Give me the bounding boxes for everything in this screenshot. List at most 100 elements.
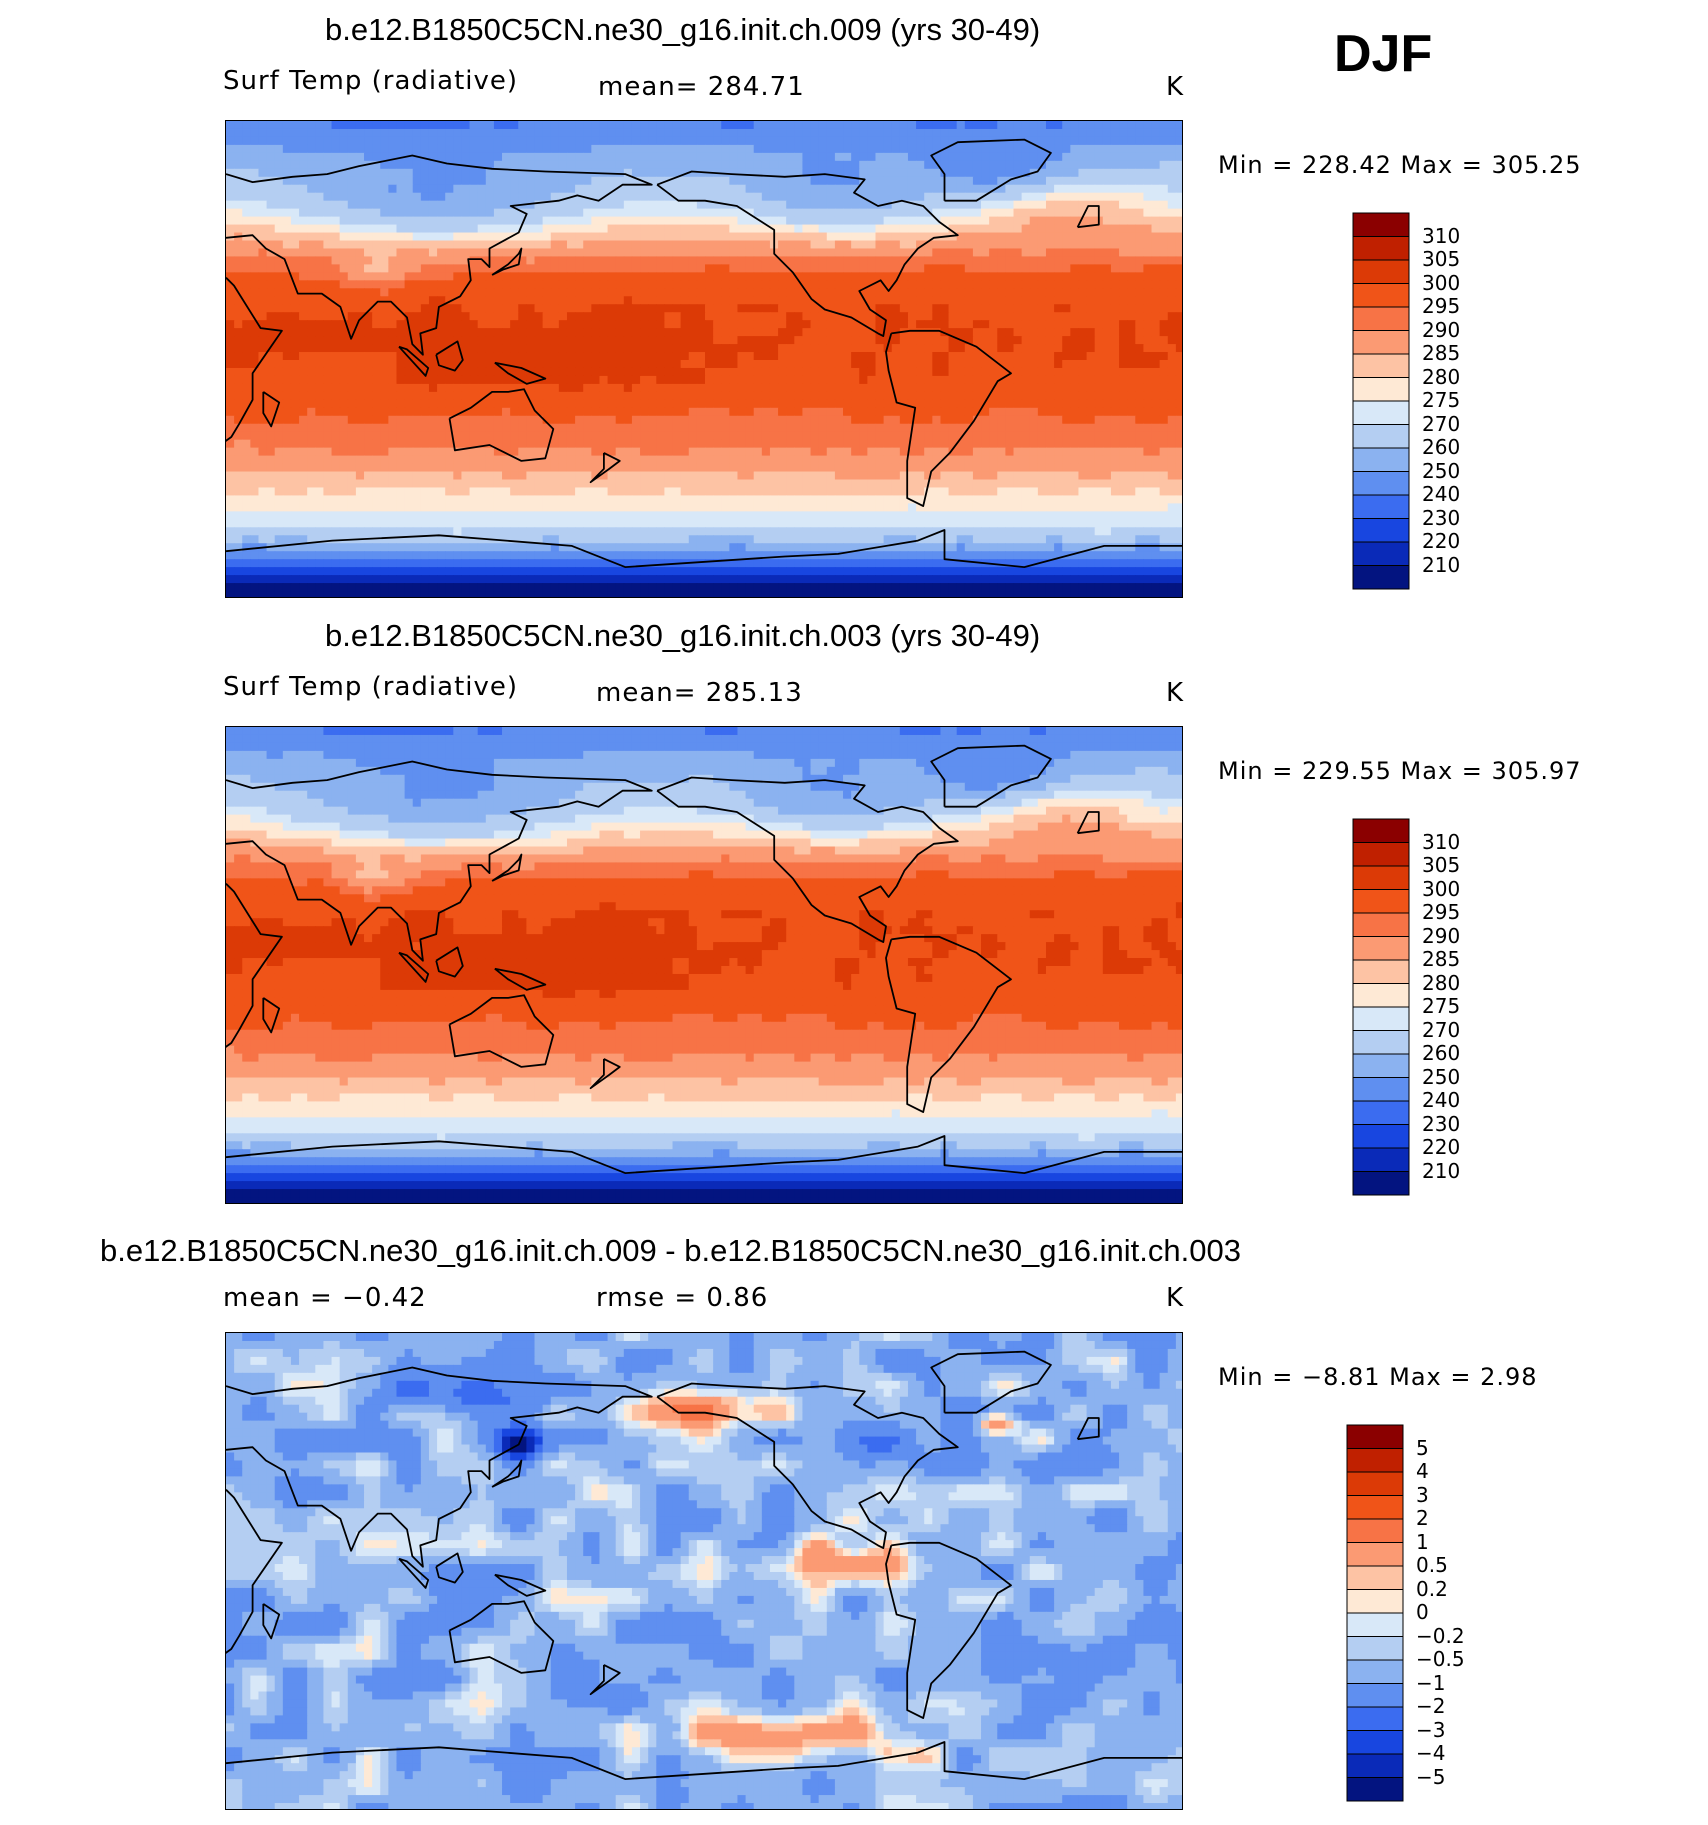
map-cell	[1143, 312, 1153, 321]
map-cell	[1143, 320, 1153, 329]
map-cell	[461, 439, 471, 449]
map-cell	[477, 248, 487, 258]
map-cell	[721, 128, 730, 138]
map-cell	[250, 240, 260, 250]
map-cell	[672, 367, 682, 377]
map-cell	[802, 128, 812, 138]
map-cell	[266, 160, 276, 170]
map-cell	[818, 248, 828, 258]
map-cell	[1013, 431, 1023, 441]
map-cell	[664, 383, 674, 393]
map-cell	[680, 296, 690, 305]
map-cell	[493, 336, 503, 345]
map-cell	[607, 152, 617, 162]
map-cell	[347, 152, 357, 162]
map-cell	[721, 136, 730, 146]
map-cell	[1167, 256, 1177, 265]
map-cell	[972, 272, 982, 281]
map-cell	[250, 423, 260, 433]
map-cell	[485, 439, 495, 449]
map-cell	[445, 224, 454, 234]
map-cell	[493, 160, 503, 170]
map-cell	[769, 272, 779, 281]
map-cell	[1029, 328, 1039, 337]
map-cell	[729, 328, 739, 337]
map-cell	[453, 312, 463, 321]
map-cell	[372, 367, 381, 377]
map-cell	[1151, 168, 1161, 178]
map-cell	[339, 447, 349, 457]
map-cell	[615, 360, 625, 369]
map-cell	[989, 415, 998, 425]
map-cell	[477, 144, 487, 154]
map-cell	[1102, 288, 1112, 297]
map-cell	[948, 168, 958, 178]
map-cell	[810, 208, 820, 218]
map-cell	[899, 144, 909, 154]
map-cell	[907, 391, 917, 401]
map-cell	[258, 248, 268, 258]
map-cell	[745, 360, 755, 369]
map-cell	[834, 304, 844, 313]
map-cell	[1054, 367, 1063, 377]
map-cell	[907, 176, 917, 186]
map-cell	[437, 224, 446, 234]
map-cell	[242, 391, 251, 401]
map-cell	[672, 256, 682, 265]
map-cell	[778, 280, 787, 289]
map-cell	[916, 423, 925, 433]
map-cell	[956, 312, 966, 321]
map-cell	[526, 176, 536, 186]
map-cell	[875, 288, 885, 297]
map-cell	[1167, 415, 1177, 425]
map-cell	[1021, 240, 1031, 250]
map-cell	[891, 256, 901, 265]
map-cell	[502, 296, 511, 305]
map-cell	[469, 240, 479, 250]
map-cell	[347, 184, 357, 194]
map-cell	[307, 391, 316, 401]
map-cell	[591, 336, 601, 345]
map-cell	[859, 296, 868, 305]
map-cell	[396, 320, 406, 329]
map-cell	[575, 431, 584, 441]
map-cell	[672, 192, 682, 202]
map-cell	[867, 192, 877, 202]
map-cell	[290, 312, 300, 321]
map-cell	[461, 455, 471, 465]
map-cell	[607, 312, 617, 321]
map-cell	[242, 423, 251, 433]
map-cell	[810, 288, 820, 297]
map-cell	[778, 344, 787, 353]
map-cell	[266, 431, 276, 441]
map-cell	[1013, 176, 1023, 186]
map-cell	[1110, 168, 1120, 178]
map-cell	[802, 383, 812, 393]
map-cell	[437, 455, 446, 465]
map-cell	[445, 121, 454, 130]
map-cell	[794, 391, 804, 401]
map-cell	[323, 216, 333, 226]
map-cell	[226, 272, 235, 281]
map-cell	[477, 288, 487, 297]
map-cell	[737, 383, 747, 393]
map-cell	[1037, 328, 1047, 337]
map-cell	[575, 312, 584, 321]
map-cell	[315, 399, 325, 409]
map-cell	[1135, 407, 1145, 417]
map-cell	[1119, 232, 1128, 242]
map-cell	[266, 256, 276, 265]
map-cell	[477, 272, 487, 281]
map-cell	[396, 128, 406, 138]
map-cell	[437, 216, 446, 226]
map-cell	[672, 391, 682, 401]
map-cell	[1119, 136, 1128, 146]
map-cell	[1159, 336, 1169, 345]
map-cell	[1102, 232, 1112, 242]
map-cell	[420, 304, 430, 313]
map-cell	[867, 136, 877, 146]
map-cell	[412, 240, 422, 250]
map-cell	[250, 344, 260, 353]
map-cell	[648, 128, 657, 138]
map-cell	[826, 144, 836, 154]
